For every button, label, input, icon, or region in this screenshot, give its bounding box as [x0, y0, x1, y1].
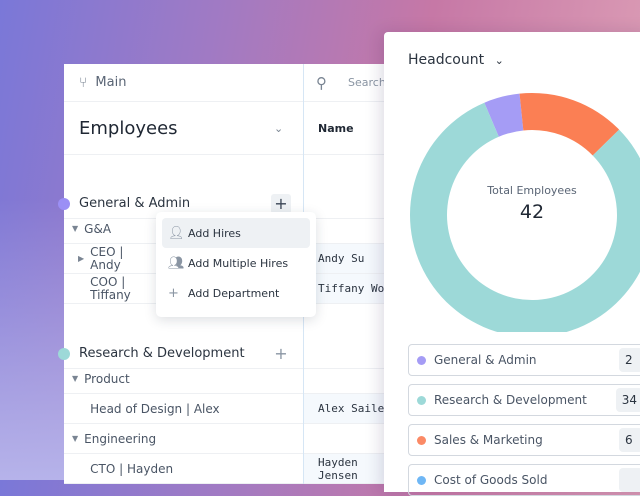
view-selector-row: Employees ⌄ Name — [64, 102, 404, 155]
group-label: Product — [84, 371, 130, 386]
legend-item[interactable]: Sales & Marketing 6 — [408, 424, 640, 456]
legend-label: Research & Development — [434, 393, 587, 407]
headcount-donut-chart — [410, 93, 640, 332]
legend-dot — [417, 395, 426, 405]
legend-count — [619, 468, 640, 492]
employee-name: Tiffany Wong — [318, 282, 398, 295]
users-icon: 👥︎ — [168, 255, 185, 271]
employee-name: Hayden Jensen — [318, 455, 358, 482]
menu-label: Add Hires — [188, 226, 241, 240]
branch-label[interactable]: Main — [95, 75, 127, 90]
add-button[interactable]: + — [271, 193, 291, 214]
caret-down-icon[interactable]: ▼ — [72, 224, 79, 233]
add-button[interactable]: + — [274, 344, 288, 363]
menu-label: Add Multiple Hires — [188, 256, 289, 270]
department-row[interactable]: Research & Development + — [58, 339, 404, 369]
group-label: Engineering — [84, 431, 157, 446]
employee-name: Andy Su — [318, 252, 365, 265]
headcount-panel: Headcount ⌄ Total Employees 42 General &… — [384, 32, 640, 496]
metric-label: Headcount — [408, 52, 485, 68]
menu-item-add-department[interactable]: + Add Department — [162, 278, 310, 308]
legend-item[interactable]: Research & Development 34 — [408, 384, 640, 416]
legend-count: 2 — [619, 348, 640, 372]
role-label: COO | Tiffany — [90, 274, 131, 302]
chevron-down-icon: ⌄ — [494, 54, 504, 67]
legend-dot — [417, 355, 426, 365]
role-label: Head of Design | Alex — [90, 401, 220, 416]
role-label: CTO | Hayden — [90, 461, 174, 476]
search-input[interactable]: Search — [348, 76, 386, 89]
column-header-name[interactable]: Name — [318, 121, 354, 135]
caret-down-icon[interactable]: ▼ — [72, 434, 79, 443]
department-label: General & Admin — [79, 196, 191, 211]
chevron-down-icon[interactable]: ⌄ — [274, 121, 284, 135]
caret-down-icon[interactable]: ▼ — [72, 374, 79, 383]
legend-label: Cost of Goods Sold — [434, 473, 548, 487]
branch-icon: ⑂ — [79, 74, 88, 91]
legend-item[interactable]: Cost of Goods Sold — [408, 464, 640, 496]
user-icon: 👤︎ — [168, 225, 185, 241]
donut-slice-sales-marketing[interactable] — [519, 93, 620, 156]
donut-slice-research-development[interactable] — [410, 102, 640, 332]
legend-dot — [417, 435, 426, 445]
group-row[interactable]: ▼ Product — [64, 364, 404, 394]
total-label: Total Employees — [487, 184, 577, 197]
department-label: Research & Development — [79, 346, 245, 361]
menu-item-add-multiple-hires[interactable]: 👥︎ Add Multiple Hires — [162, 248, 310, 278]
search-icon: ⚲ — [316, 73, 327, 92]
menu-item-add-hires[interactable]: 👤︎ Add Hires — [162, 218, 310, 248]
caret-right-icon[interactable]: ▶ — [78, 254, 85, 263]
donut-slice-general-admin[interactable] — [484, 93, 524, 137]
background — [0, 200, 64, 480]
legend-dot — [417, 475, 426, 485]
employee-name: Alex Sailer — [318, 402, 391, 415]
total-value: 42 — [519, 201, 545, 223]
group-label: G&A — [84, 221, 112, 236]
department-dot — [58, 197, 70, 210]
metric-selector[interactable]: Headcount ⌄ — [408, 52, 504, 68]
menu-label: Add Department — [188, 286, 280, 300]
department-dot — [58, 347, 70, 360]
plus-icon: + — [168, 285, 179, 301]
org-table-panel: ⑂ Main ⚲ Search Employees ⌄ Name General… — [58, 64, 404, 484]
group-row[interactable]: ▼ Engineering — [64, 424, 404, 454]
role-label: CEO | Andy — [90, 244, 124, 272]
legend-item[interactable]: General & Admin 2 — [408, 344, 640, 376]
view-title[interactable]: Employees — [79, 117, 178, 139]
legend-count: 6 — [619, 428, 640, 452]
legend-count: 34 — [615, 388, 640, 412]
branch-row: ⑂ Main ⚲ Search — [64, 64, 404, 102]
legend-label: General & Admin — [434, 353, 537, 367]
add-menu: 👤︎ Add Hires 👥︎ Add Multiple Hires + Add De… — [156, 212, 316, 317]
legend-label: Sales & Marketing — [434, 433, 543, 447]
